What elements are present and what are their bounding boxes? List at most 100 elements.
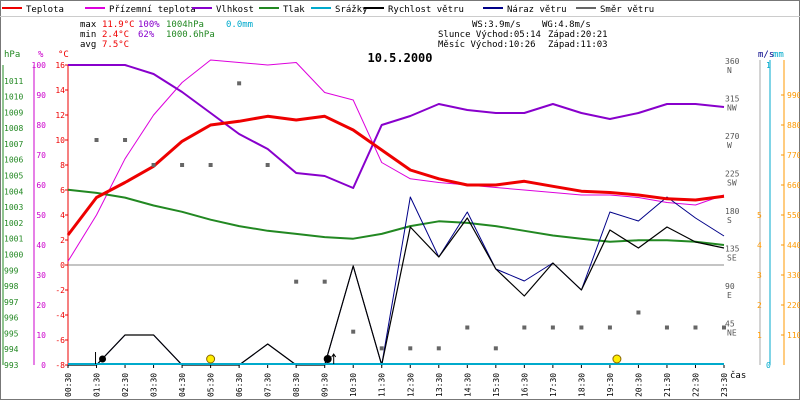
sun-set: Západ:20:21	[548, 30, 608, 40]
wind-tick-label: 4	[757, 241, 762, 250]
direction-compass-label: NW	[727, 104, 737, 113]
wind-tick-label: 1	[757, 331, 762, 340]
stats-min-label: min	[80, 30, 96, 40]
series-line	[68, 64, 725, 189]
stats-max-hum: 100%	[138, 20, 160, 30]
pressure-tick-label: 994	[4, 345, 19, 354]
pressure-tick-label: 997	[4, 298, 19, 307]
stats-avg-label: avg	[80, 40, 96, 50]
temperature-tick-label: 6	[60, 186, 65, 195]
humidity-tick-label: 30	[36, 271, 46, 280]
direction-compass-label: S	[727, 216, 732, 225]
x-tick-label: 05:30	[207, 373, 216, 397]
stats-max-rain: 0.0mm	[226, 20, 253, 30]
series-line	[67, 188, 725, 246]
wind-tick-label: 3	[757, 271, 762, 280]
rain-tick-label: 1	[766, 61, 771, 70]
wind-direction-point	[550, 325, 555, 330]
direction-compass-label: SE	[727, 254, 737, 263]
wind-speed-avg: WS:3.9m/s	[472, 20, 521, 30]
moonset-arrow-icon	[331, 353, 337, 364]
pressure-tick-label: 1011	[4, 77, 23, 86]
legend-label: Přízemní teplota	[109, 5, 196, 15]
wind-direction-point	[465, 325, 470, 330]
temperature-tick-label: -8	[55, 361, 65, 370]
temperature-tick-label: 8	[60, 161, 65, 170]
x-tick-label: 13:30	[435, 373, 444, 397]
wind-direction-point	[208, 163, 213, 167]
x-tick-label: 02:30	[121, 373, 130, 397]
pressure-tick-label: 1007	[4, 140, 23, 149]
stats-min-temp: 2.4°C	[102, 30, 129, 40]
pressure-tick-label: 998	[4, 282, 19, 291]
direction-tick-label: 225	[725, 170, 740, 179]
radiation-tick-label: 330	[787, 271, 800, 280]
pressure-tick-label: 1006	[4, 156, 23, 165]
humidity-tick-label: 0	[41, 361, 46, 370]
x-tick-label: 21:30	[663, 373, 672, 397]
radiation-tick-label: 550	[787, 211, 800, 220]
temperature-tick-label: 4	[60, 211, 65, 220]
x-tick-label: 22:30	[691, 373, 700, 397]
stats-max-label: max	[80, 20, 97, 30]
pressure-tick-label: 1002	[4, 219, 23, 228]
wind-direction-point	[522, 325, 527, 330]
humidity-tick-label: 50	[36, 211, 46, 220]
wind-direction-point	[265, 163, 270, 167]
stats-block: max 11.9°C 100% 1004hPa 0.0mm min 2.4°C …	[80, 20, 253, 50]
stats-max-press: 1004hPa	[166, 20, 204, 30]
radiation-tick-label: 990	[787, 91, 800, 100]
legend-label: Rychlost větru	[388, 5, 464, 15]
humidity-tick-label: 80	[36, 121, 46, 130]
temperature-tick-label: -6	[55, 336, 65, 345]
x-tick-label: 00:30	[64, 373, 73, 397]
humidity-tick-label: 60	[36, 181, 46, 190]
wind-direction-point	[493, 346, 498, 351]
pressure-tick-label: 1008	[4, 124, 23, 133]
pressure-tick-label: 1010	[4, 93, 23, 102]
direction-tick-label: 180	[725, 207, 740, 216]
humidity-tick-label: 20	[36, 301, 46, 310]
wind-direction-point	[151, 163, 156, 167]
direction-compass-label: SW	[727, 179, 737, 188]
humidity-tick-label: 10	[36, 331, 46, 340]
stats-min-hum: 62%	[138, 30, 155, 40]
temperature-tick-label: 10	[55, 136, 65, 145]
wind-direction-point	[436, 346, 441, 351]
temperature-tick-label: 2	[60, 236, 65, 245]
x-tick-label: 10:30	[349, 373, 358, 397]
wind-direction-point	[664, 325, 669, 330]
x-tick-label: 12:30	[406, 373, 415, 397]
temperature-tick-label: 0	[60, 261, 65, 270]
chart-title: 10.5.2000	[367, 51, 432, 65]
pressure-tick-label: 1003	[4, 203, 23, 212]
direction-tick-label: 45	[725, 320, 735, 329]
direction-tick-label: 90	[725, 282, 735, 291]
temperature-tick-label: -2	[55, 286, 65, 295]
x-tick-label: 09:30	[321, 373, 330, 397]
temperature-unit-label: °C	[58, 50, 69, 60]
moon-phase-icon	[323, 355, 332, 363]
x-tick-label: 04:30	[178, 373, 187, 397]
direction-tick-label: 360	[725, 57, 740, 66]
x-tick-label: 19:30	[606, 373, 615, 397]
humidity-tick-label: 90	[36, 91, 46, 100]
humidity-unit-label: %	[38, 50, 44, 60]
stats-avg-temp: 7.5°C	[102, 40, 129, 50]
stats-min-press: 1000.6hPa	[166, 30, 215, 40]
series-line	[68, 217, 725, 366]
radiation-tick-label: 880	[787, 121, 800, 130]
radiation-tick-label: 440	[787, 241, 800, 250]
moon-phase-icon	[99, 355, 107, 363]
wind-direction-point	[693, 325, 698, 330]
wind-direction-point	[237, 81, 242, 86]
temperature-tick-label: 12	[55, 111, 65, 120]
moon-set: Západ:11:03	[548, 40, 608, 50]
direction-tick-label: 270	[725, 132, 740, 141]
temperature-tick-label: -4	[55, 311, 65, 320]
direction-tick-label: 135	[725, 245, 740, 254]
wind-tick-label: 2	[757, 301, 762, 310]
rain-tick-label: 0	[766, 361, 771, 370]
direction-compass-label: N	[727, 66, 732, 75]
